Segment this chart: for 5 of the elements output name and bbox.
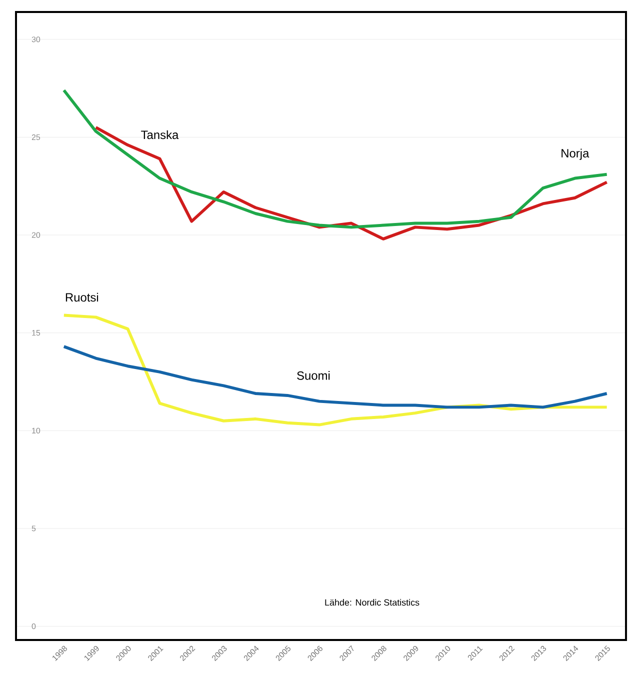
annotation: Lähde: Nordic Statistics (325, 599, 420, 606)
series-label: Suomi (297, 371, 330, 380)
series-label: Ruotsi (66, 292, 98, 302)
series-label: Tanska (141, 130, 179, 140)
series-label: Norja (562, 148, 590, 160)
